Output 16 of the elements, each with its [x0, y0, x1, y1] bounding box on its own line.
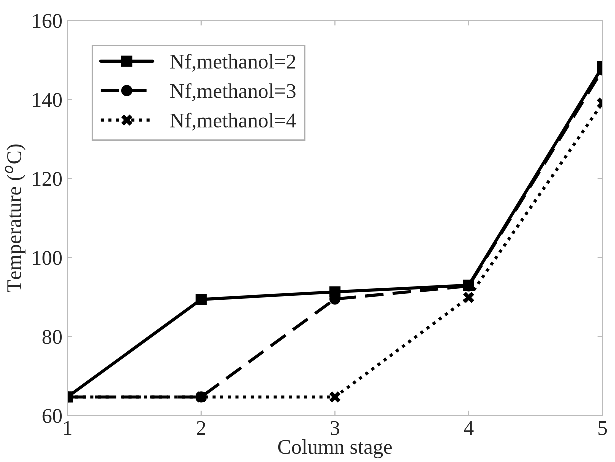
y-axis-title: Temperature ($^{o}$C) [5, 144, 26, 292]
x-axis-title: Column stage [278, 440, 392, 459]
y-tick-label: 100 [33, 251, 62, 266]
y-tick-label: 140 [33, 93, 62, 108]
legend-label: Nf,methanol=3 [170, 83, 296, 102]
y-tick-label: 120 [33, 172, 62, 186]
legend-label: Nf,methanol=2 [170, 54, 296, 72]
legend-label: Nf,methanol=4 [170, 112, 296, 131]
y-tick-label: 60 [42, 409, 62, 424]
x-tick-label: 3 [330, 421, 340, 436]
x-tick-label: 5 [598, 421, 608, 436]
x-tick-label: 1 [64, 421, 72, 436]
x-tick-label: 2 [197, 421, 206, 436]
x-tick-label: 4 [464, 421, 474, 436]
y-tick-label: 160 [33, 14, 62, 28]
y-tick-label: 80 [42, 330, 62, 344]
